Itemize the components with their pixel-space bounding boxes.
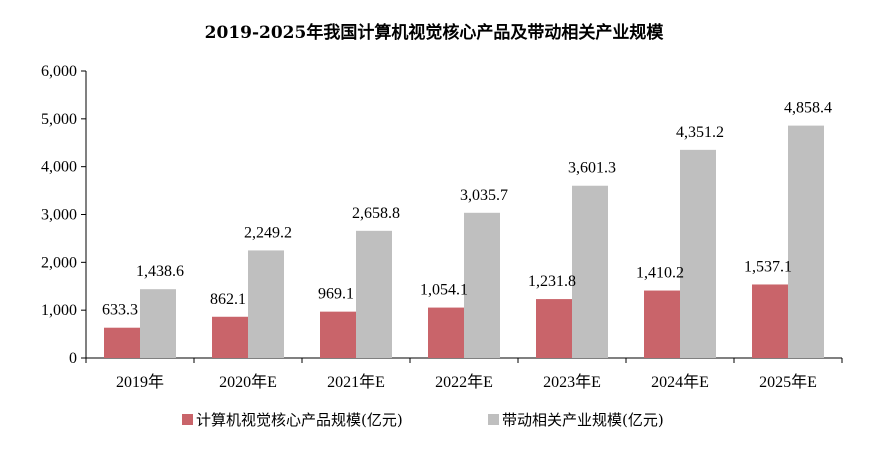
x-tick-label: 2025年E	[759, 373, 817, 391]
legend-swatch-core	[182, 414, 193, 425]
bar-related	[464, 212, 500, 358]
data-label: 969.1	[318, 286, 354, 303]
data-label: 862.1	[210, 291, 246, 308]
data-label: 1,438.6	[136, 263, 184, 280]
x-tick-label: 2019年	[116, 373, 164, 391]
legend-label-core: 计算机视觉核心产品规模(亿元)	[196, 411, 403, 429]
y-tick-label: 2,000	[41, 254, 77, 271]
x-axis: 2019年 2020年E 2021年E 2022年E 2023年E 2024年E 2025年…	[85, 357, 843, 391]
bar-related	[140, 289, 176, 358]
bar-related	[788, 125, 824, 358]
bar-core	[752, 284, 788, 358]
chart-title: 2019-2025年我国计算机视觉核心产品及带动相关产业规模	[205, 22, 665, 43]
bar-core	[536, 299, 572, 358]
bar-related	[248, 250, 284, 358]
data-label: 2,658.8	[352, 205, 400, 222]
bar-core	[644, 290, 680, 358]
y-tick-label: 1,000	[41, 302, 77, 319]
bars	[104, 125, 824, 358]
bar-core	[320, 311, 356, 358]
data-label: 3,035.7	[460, 187, 508, 204]
x-tick-label: 2024年E	[651, 373, 709, 391]
bar-related	[680, 149, 716, 358]
legend-swatch-related	[488, 414, 499, 425]
bar-related	[572, 185, 608, 358]
data-label: 4,858.4	[784, 100, 832, 117]
legend: 计算机视觉核心产品规模(亿元) 带动相关产业规模(亿元)	[182, 411, 664, 429]
data-label: 633.3	[102, 302, 138, 319]
y-tick-label: 6,000	[41, 63, 77, 80]
y-tick-label: 3,000	[41, 207, 77, 224]
data-label: 1,537.1	[744, 258, 792, 275]
x-tick-label: 2023年E	[543, 373, 601, 391]
legend-label-related: 带动相关产业规模(亿元)	[502, 411, 664, 429]
y-axis: 0 1,000 2,000 3,000 4,000 5,000 6,000	[41, 63, 87, 367]
x-tick-label: 2022年E	[435, 373, 493, 391]
x-tick-label: 2021年E	[327, 373, 385, 391]
y-tick-label: 0	[69, 350, 77, 367]
bar-core	[428, 307, 464, 358]
data-label: 1,054.1	[420, 282, 468, 299]
data-label: 4,351.2	[676, 124, 724, 141]
bar-related	[356, 230, 392, 358]
data-label: 1,231.8	[528, 273, 576, 290]
bar-core	[104, 327, 140, 358]
bar-core	[212, 316, 248, 358]
data-label: 3,601.3	[568, 160, 616, 177]
data-label: 1,410.2	[636, 265, 684, 282]
x-tick-label: 2020年E	[219, 373, 277, 391]
data-label: 2,249.2	[244, 224, 292, 241]
data-labels: 633.3 862.1 969.1 1,054.1 1,231.8 1,410.2 1,53…	[102, 100, 832, 319]
y-tick-label: 5,000	[41, 111, 77, 128]
y-tick-label: 4,000	[41, 159, 77, 176]
